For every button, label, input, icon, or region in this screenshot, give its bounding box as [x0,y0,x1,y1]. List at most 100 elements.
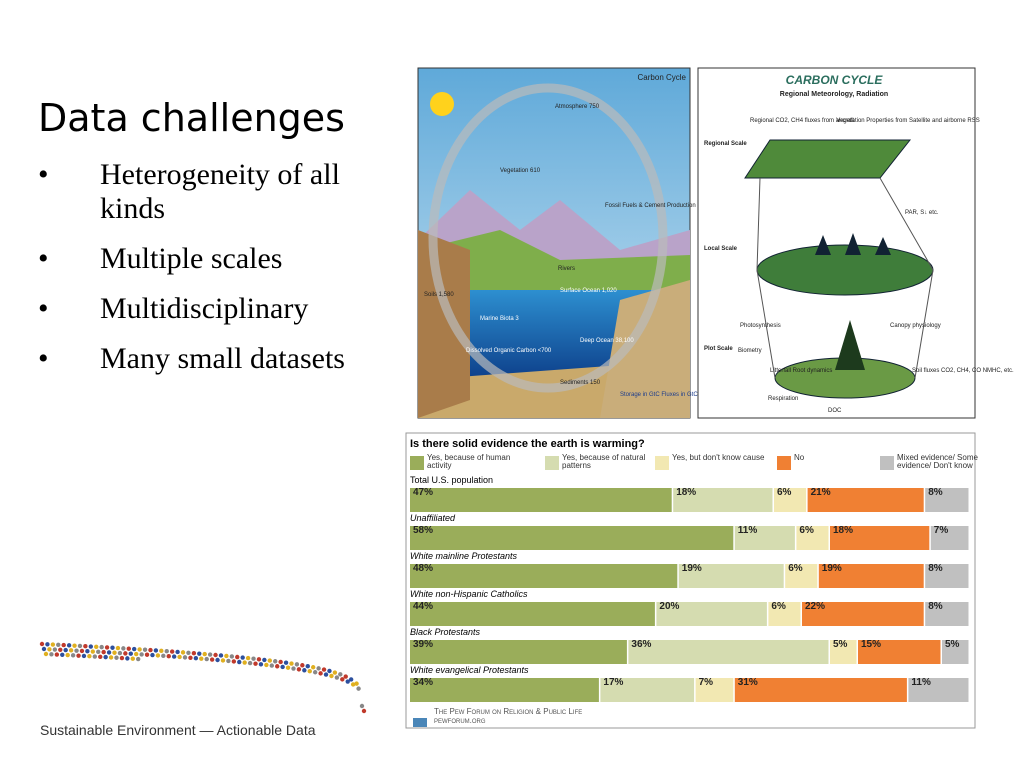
logo-dot [245,655,251,661]
figure-title: CARBON CYCLE [786,73,884,87]
logo-dot [177,654,182,660]
logo-dot [229,654,235,659]
value-label: 6% [799,525,814,536]
logo-dot [193,656,199,661]
logo-dot [137,647,142,652]
logo-dot [264,662,269,668]
logo-dot [202,651,207,657]
legend-item: Yes, but don't know cause [672,454,765,462]
logo-dot [312,670,318,675]
logo-dot [39,641,45,647]
bullet: Many small datasets [38,342,378,376]
logo-dot [90,649,96,654]
logo-dot [278,659,283,665]
logo-dot [68,648,74,653]
logo-dot [291,666,296,671]
logo-dot [77,643,83,649]
logo-dot [338,672,343,677]
logo-dot [43,651,49,657]
logo-dot [136,656,141,662]
sun [430,92,454,116]
logo-dot [345,679,350,684]
logo-dot [280,664,285,670]
source-icon [413,718,427,727]
logo-dot [361,708,367,714]
logo-dot [231,659,237,664]
logo-dot [50,642,56,647]
figure-label: PAR, S↓ etc. [905,210,939,216]
category-label: White mainline Protestants [410,551,518,561]
bar-segment [930,526,969,550]
local-ellipse [756,244,934,296]
logo-dot [296,667,302,672]
logo-dot [180,650,186,655]
logo-dot [47,647,52,652]
logo-dot [323,672,329,677]
category-label: Total U.S. population [410,475,493,485]
figure-label: Marine Biota 3 [480,316,519,322]
scale-lines [756,177,934,379]
logo-dot [79,648,85,654]
bar-segment [410,640,627,664]
legend-item: Yes, because of natural patterns [562,454,646,470]
value-label: 6% [788,563,803,574]
logo-dot [110,645,115,650]
logo-dot [88,644,94,649]
bar-segment [807,488,924,512]
value-label: 47% [413,487,433,498]
bar-segment [410,526,734,550]
logo-dot [348,677,354,682]
bar-segment [925,602,969,626]
logo-dot [108,655,114,660]
logo-dot [74,648,79,653]
category-label: White evangelical Protestants [410,665,529,675]
logo-dot [54,652,60,657]
logo-dot [256,657,262,662]
value-label: 6% [777,487,792,498]
value-label: 8% [928,487,943,498]
logo-dot [307,669,312,674]
bar-segment [768,602,801,626]
legend-item: No [794,454,805,462]
figure-label: Plot Scale [704,346,733,352]
value-label: 19% [822,563,842,574]
bar-segment [802,602,924,626]
logo-dot [209,657,215,662]
logo-dot [112,650,117,655]
slide-title: Data challenges [38,96,345,140]
value-label: 18% [833,525,853,536]
bar-segment [818,564,924,588]
figure-label: Fossil Fuels & Cement Production 4,000 [605,203,713,209]
bar-segment [796,526,829,550]
bar-segment [774,488,807,512]
bar-segment [410,564,678,588]
bar-segment [600,678,695,702]
logo-dot [45,642,50,647]
logo-dot [61,642,66,648]
figure-label: Soil fluxes CO2, CH4, CO NMHC, etc. [912,368,1014,374]
value-label: 8% [928,601,943,612]
figure-label: Deep Ocean 38,100 [580,338,634,344]
carbon-cycle-figure: Carbon Cycle Atmosphere 750 Vegetation 6… [417,67,713,419]
legend-label: Yes, but don't know cause [672,454,765,462]
logo-dot [98,654,103,660]
logo-dot [130,656,135,661]
logo-dot [340,677,345,682]
logo-dot [169,649,175,654]
logo-dot [251,656,256,661]
figure-label: Atmosphere 750 [555,104,600,110]
logo-dot [285,665,291,670]
logo-dot [329,673,334,679]
value-label: 48% [413,563,433,574]
value-label: 39% [413,639,433,650]
bar-segment [678,564,784,588]
value-label: 7% [934,525,949,536]
bar-segment [925,564,969,588]
bar-segment [908,678,969,702]
legend-label: No [794,454,805,462]
value-label: 8% [928,563,943,574]
legend-label: Yes, because of natural patterns [562,454,646,470]
figure-label: Respiration [768,396,798,402]
source: pewforum.org [434,716,486,725]
